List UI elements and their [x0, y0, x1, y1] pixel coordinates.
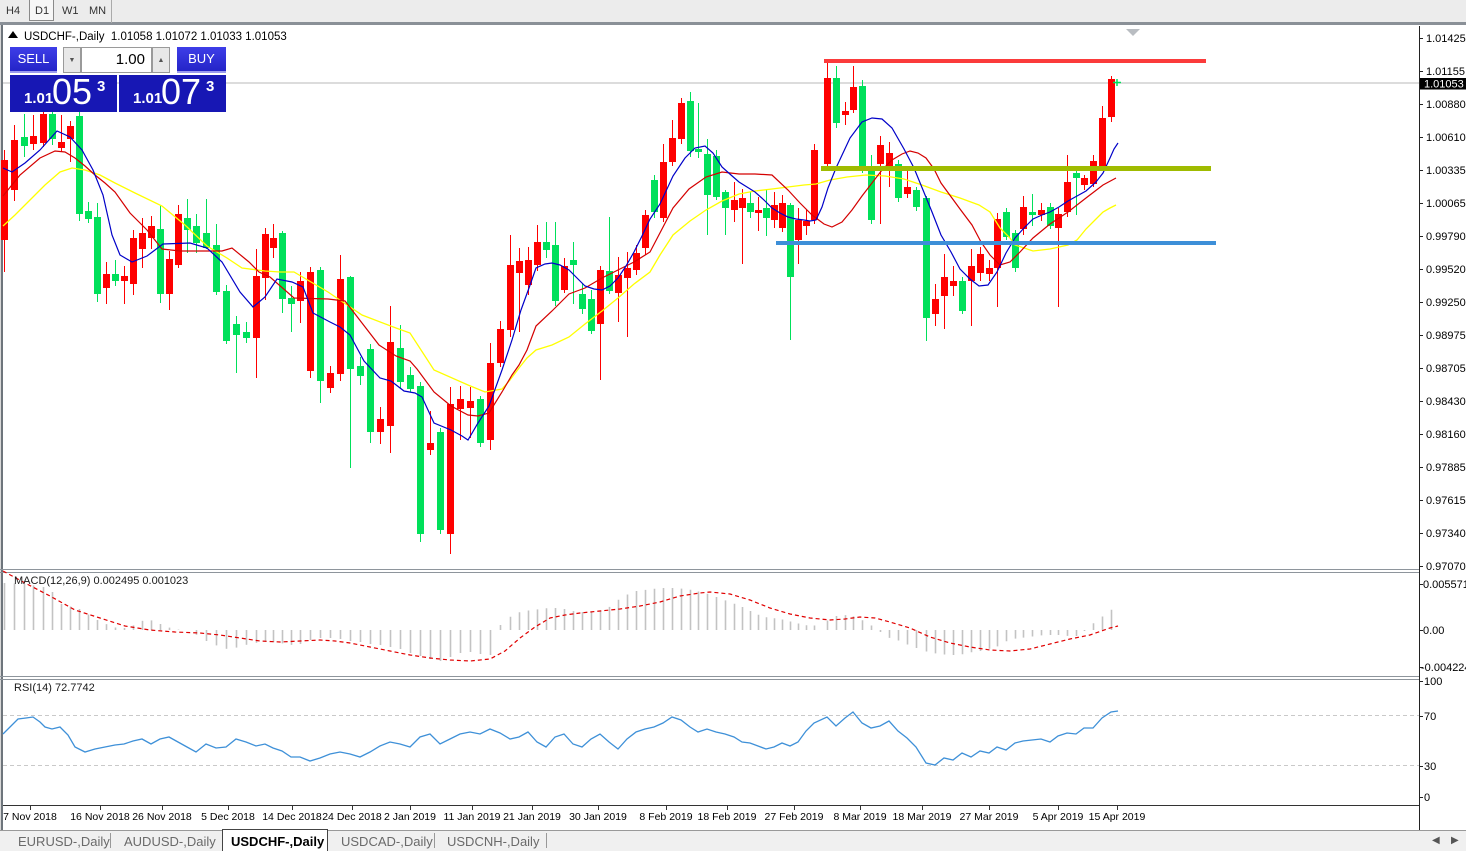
- svg-text:0.98160: 0.98160: [1426, 429, 1466, 441]
- svg-text:0.99520: 0.99520: [1426, 264, 1466, 276]
- svg-text:0.005571: 0.005571: [1423, 579, 1466, 591]
- svg-text:15 Apr 2019: 15 Apr 2019: [1089, 811, 1146, 823]
- svg-text:1.01053: 1.01053: [1424, 79, 1464, 91]
- svg-text:-0.004224: -0.004224: [1421, 662, 1466, 674]
- svg-text:0.97340: 0.97340: [1426, 528, 1466, 540]
- svg-text:0.97615: 0.97615: [1426, 495, 1466, 507]
- svg-text:0.98430: 0.98430: [1426, 396, 1466, 408]
- svg-text:21 Jan 2019: 21 Jan 2019: [503, 811, 561, 823]
- svg-text:0.97070: 0.97070: [1426, 561, 1466, 573]
- svg-text:1.01155: 1.01155: [1426, 66, 1465, 78]
- svg-text:0.97885: 0.97885: [1426, 462, 1466, 474]
- svg-text:1.01425: 1.01425: [1426, 33, 1466, 45]
- svg-text:0: 0: [1424, 792, 1430, 804]
- svg-text:MACD(12,26,9) 0.002495 0.00102: MACD(12,26,9) 0.002495 0.001023: [14, 575, 188, 587]
- svg-text:RSI(14) 72.7742: RSI(14) 72.7742: [14, 682, 95, 694]
- svg-text:0.98705: 0.98705: [1426, 363, 1466, 375]
- svg-text:27 Feb 2019: 27 Feb 2019: [765, 811, 824, 823]
- svg-text:1.00335: 1.00335: [1426, 165, 1466, 177]
- svg-text:0.99790: 0.99790: [1426, 231, 1466, 243]
- svg-text:5 Dec 2018: 5 Dec 2018: [201, 811, 255, 823]
- svg-text:70: 70: [1424, 711, 1436, 723]
- svg-text:7 Nov 2018: 7 Nov 2018: [3, 811, 57, 823]
- svg-text:18 Feb 2019: 18 Feb 2019: [698, 811, 757, 823]
- svg-text:30: 30: [1424, 761, 1436, 773]
- svg-text:16 Nov 2018: 16 Nov 2018: [70, 811, 130, 823]
- svg-text:1.00065: 1.00065: [1426, 198, 1466, 210]
- svg-text:USDCHF-,Daily 1.01058 1.01072: USDCHF-,Daily 1.01058 1.01072 1.01033 1.…: [24, 31, 287, 43]
- svg-text:30 Jan 2019: 30 Jan 2019: [569, 811, 627, 823]
- svg-text:24 Dec 2018: 24 Dec 2018: [322, 811, 382, 823]
- svg-text:8 Mar 2019: 8 Mar 2019: [833, 811, 886, 823]
- svg-text:18 Mar 2019: 18 Mar 2019: [893, 811, 952, 823]
- svg-text:2 Jan 2019: 2 Jan 2019: [384, 811, 436, 823]
- svg-text:0.98975: 0.98975: [1426, 330, 1466, 342]
- svg-text:0.00: 0.00: [1423, 625, 1444, 637]
- svg-text:1.00610: 1.00610: [1426, 132, 1466, 144]
- svg-text:5 Apr 2019: 5 Apr 2019: [1033, 811, 1084, 823]
- svg-text:27 Mar 2019: 27 Mar 2019: [960, 811, 1019, 823]
- svg-text:100: 100: [1424, 676, 1442, 688]
- svg-text:1.00880: 1.00880: [1426, 99, 1466, 111]
- svg-text:26 Nov 2018: 26 Nov 2018: [132, 811, 192, 823]
- svg-text:11 Jan 2019: 11 Jan 2019: [443, 811, 500, 823]
- svg-text:14 Dec 2018: 14 Dec 2018: [262, 811, 322, 823]
- svg-text:8 Feb 2019: 8 Feb 2019: [639, 811, 692, 823]
- svg-text:0.99250: 0.99250: [1426, 297, 1466, 309]
